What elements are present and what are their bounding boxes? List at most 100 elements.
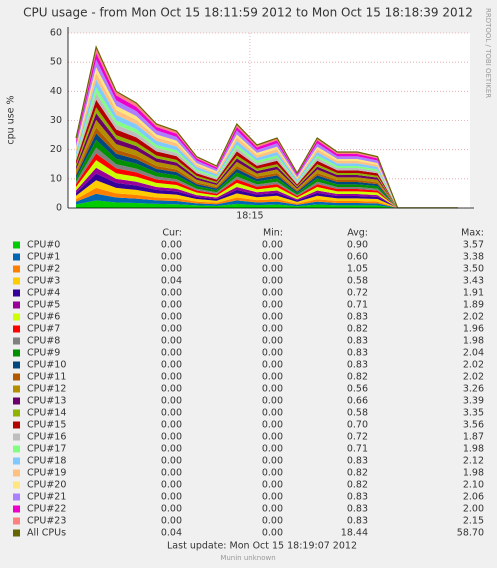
- legend-stat: 0.00: [262, 384, 283, 395]
- legend-swatch: [13, 457, 20, 465]
- legend-swatch: [13, 397, 20, 405]
- legend-swatch: [13, 433, 20, 441]
- area: [76, 167, 458, 208]
- legend-name: CPU#18: [27, 456, 66, 467]
- legend-name: CPU#8: [27, 336, 60, 347]
- legend-stat: 3.38: [463, 252, 484, 263]
- legend-stat: 0.00: [161, 444, 182, 455]
- y-tick-label: 30: [50, 115, 62, 126]
- legend-stat: 0.58: [347, 408, 368, 419]
- legend-name: CPU#4: [27, 288, 60, 299]
- legend-stat: 0.00: [161, 348, 182, 359]
- legend-stat: 2.04: [463, 348, 484, 359]
- area: [76, 173, 458, 208]
- legend-stat: 1.98: [463, 336, 484, 347]
- legend-stat: 0.83: [347, 504, 368, 515]
- legend-name: CPU#22: [27, 504, 66, 515]
- legend-stat: 2.00: [463, 504, 484, 515]
- legend-stat: 0.00: [262, 336, 283, 347]
- legend-stat: 0.00: [161, 480, 182, 491]
- legend-stat: 0.00: [161, 384, 182, 395]
- legend-stat: 3.35: [463, 408, 484, 419]
- legend-stat: 0.00: [262, 504, 283, 515]
- legend-stat: 0.00: [262, 420, 283, 431]
- legend-name: CPU#6: [27, 312, 60, 323]
- legend-stat: 0.83: [347, 348, 368, 359]
- legend-stat: 0.00: [161, 408, 182, 419]
- legend-swatch: [13, 337, 20, 345]
- legend-stat: 0.70: [347, 420, 368, 431]
- watermark: RRDTOOL / TOBI OETIKER: [484, 8, 492, 98]
- legend-stat: 3.39: [463, 396, 484, 407]
- legend-stat: 0.00: [262, 300, 283, 311]
- legend-stat: 0.00: [161, 432, 182, 443]
- legend-swatch: [13, 445, 20, 453]
- legend-stat: 0.83: [347, 492, 368, 503]
- legend-name: CPU#13: [27, 396, 66, 407]
- area: [76, 140, 458, 208]
- legend-stat: 0.00: [262, 528, 283, 539]
- y-tick-label: 0: [56, 203, 62, 214]
- legend-name: CPU#10: [27, 360, 66, 371]
- y-tick-label: 20: [50, 144, 62, 155]
- legend-stat: 0.00: [262, 288, 283, 299]
- legend-stat: 0.71: [347, 444, 368, 455]
- total-line: [75, 45, 458, 209]
- legend-swatch: [13, 373, 20, 381]
- area: [76, 153, 458, 208]
- legend-stat: 0.00: [161, 288, 182, 299]
- legend-name: CPU#11: [27, 372, 66, 383]
- legend-stat: 0.00: [161, 336, 182, 347]
- legend-stat: 0.00: [262, 468, 283, 479]
- legend-stat: 0.00: [262, 480, 283, 491]
- legend-stat: 0.00: [262, 372, 283, 383]
- legend-name: All CPUs: [27, 528, 66, 539]
- legend-stat: 0.83: [347, 312, 368, 323]
- legend-stat: 2.02: [463, 360, 484, 371]
- legend-stat: 1.87: [463, 432, 484, 443]
- legend-stat: 3.50: [463, 264, 484, 275]
- y-axis-label: cpu use %: [6, 95, 17, 144]
- legend-swatch: [13, 469, 20, 477]
- legend-stat: 58.70: [457, 528, 484, 539]
- legend-stat: 0.00: [161, 372, 182, 383]
- legend-name: CPU#17: [27, 444, 66, 455]
- legend-stat: 0.00: [161, 300, 182, 311]
- legend-stat: 0.83: [347, 360, 368, 371]
- legend-stat: 0.00: [262, 312, 283, 323]
- legend-swatch: [13, 361, 20, 369]
- legend-name: CPU#21: [27, 492, 66, 503]
- legend-stat: 0.00: [262, 324, 283, 335]
- area: [76, 147, 458, 208]
- legend-stat: 0.00: [161, 420, 182, 431]
- legend-name: CPU#12: [27, 384, 66, 395]
- legend-name: CPU#20: [27, 480, 66, 491]
- legend-stat: 0.00: [262, 444, 283, 455]
- legend-stat: 0.82: [347, 480, 368, 491]
- legend-stat: 1.98: [463, 444, 484, 455]
- legend-swatch: [13, 481, 20, 489]
- legend-swatch: [13, 529, 20, 537]
- legend-swatch: [13, 241, 20, 249]
- legend-stat: 0.00: [161, 492, 182, 503]
- legend-stat: 0.00: [161, 252, 182, 263]
- legend-stat: 0.00: [262, 252, 283, 263]
- legend-swatch: [13, 385, 20, 393]
- legend-stat: 0.90: [347, 240, 368, 251]
- y-tick-label: 60: [50, 28, 62, 39]
- legend-stat: 0.56: [347, 384, 368, 395]
- legend-stat: 0.00: [161, 468, 182, 479]
- legend-stat: 0.71: [347, 300, 368, 311]
- legend-stat: 0.00: [161, 264, 182, 275]
- legend-stat: 0.82: [347, 468, 368, 479]
- legend-name: CPU#14: [27, 408, 66, 419]
- legend-stat: 0.00: [262, 492, 283, 503]
- legend-name: CPU#15: [27, 420, 66, 431]
- legend-stat: 0.04: [161, 276, 182, 287]
- legend-stat: 0.83: [347, 516, 368, 527]
- legend-stat: 0.82: [347, 324, 368, 335]
- legend-stat: 0.83: [347, 456, 368, 467]
- legend-stat: 1.89: [463, 300, 484, 311]
- legend-name: CPU#23: [27, 516, 66, 527]
